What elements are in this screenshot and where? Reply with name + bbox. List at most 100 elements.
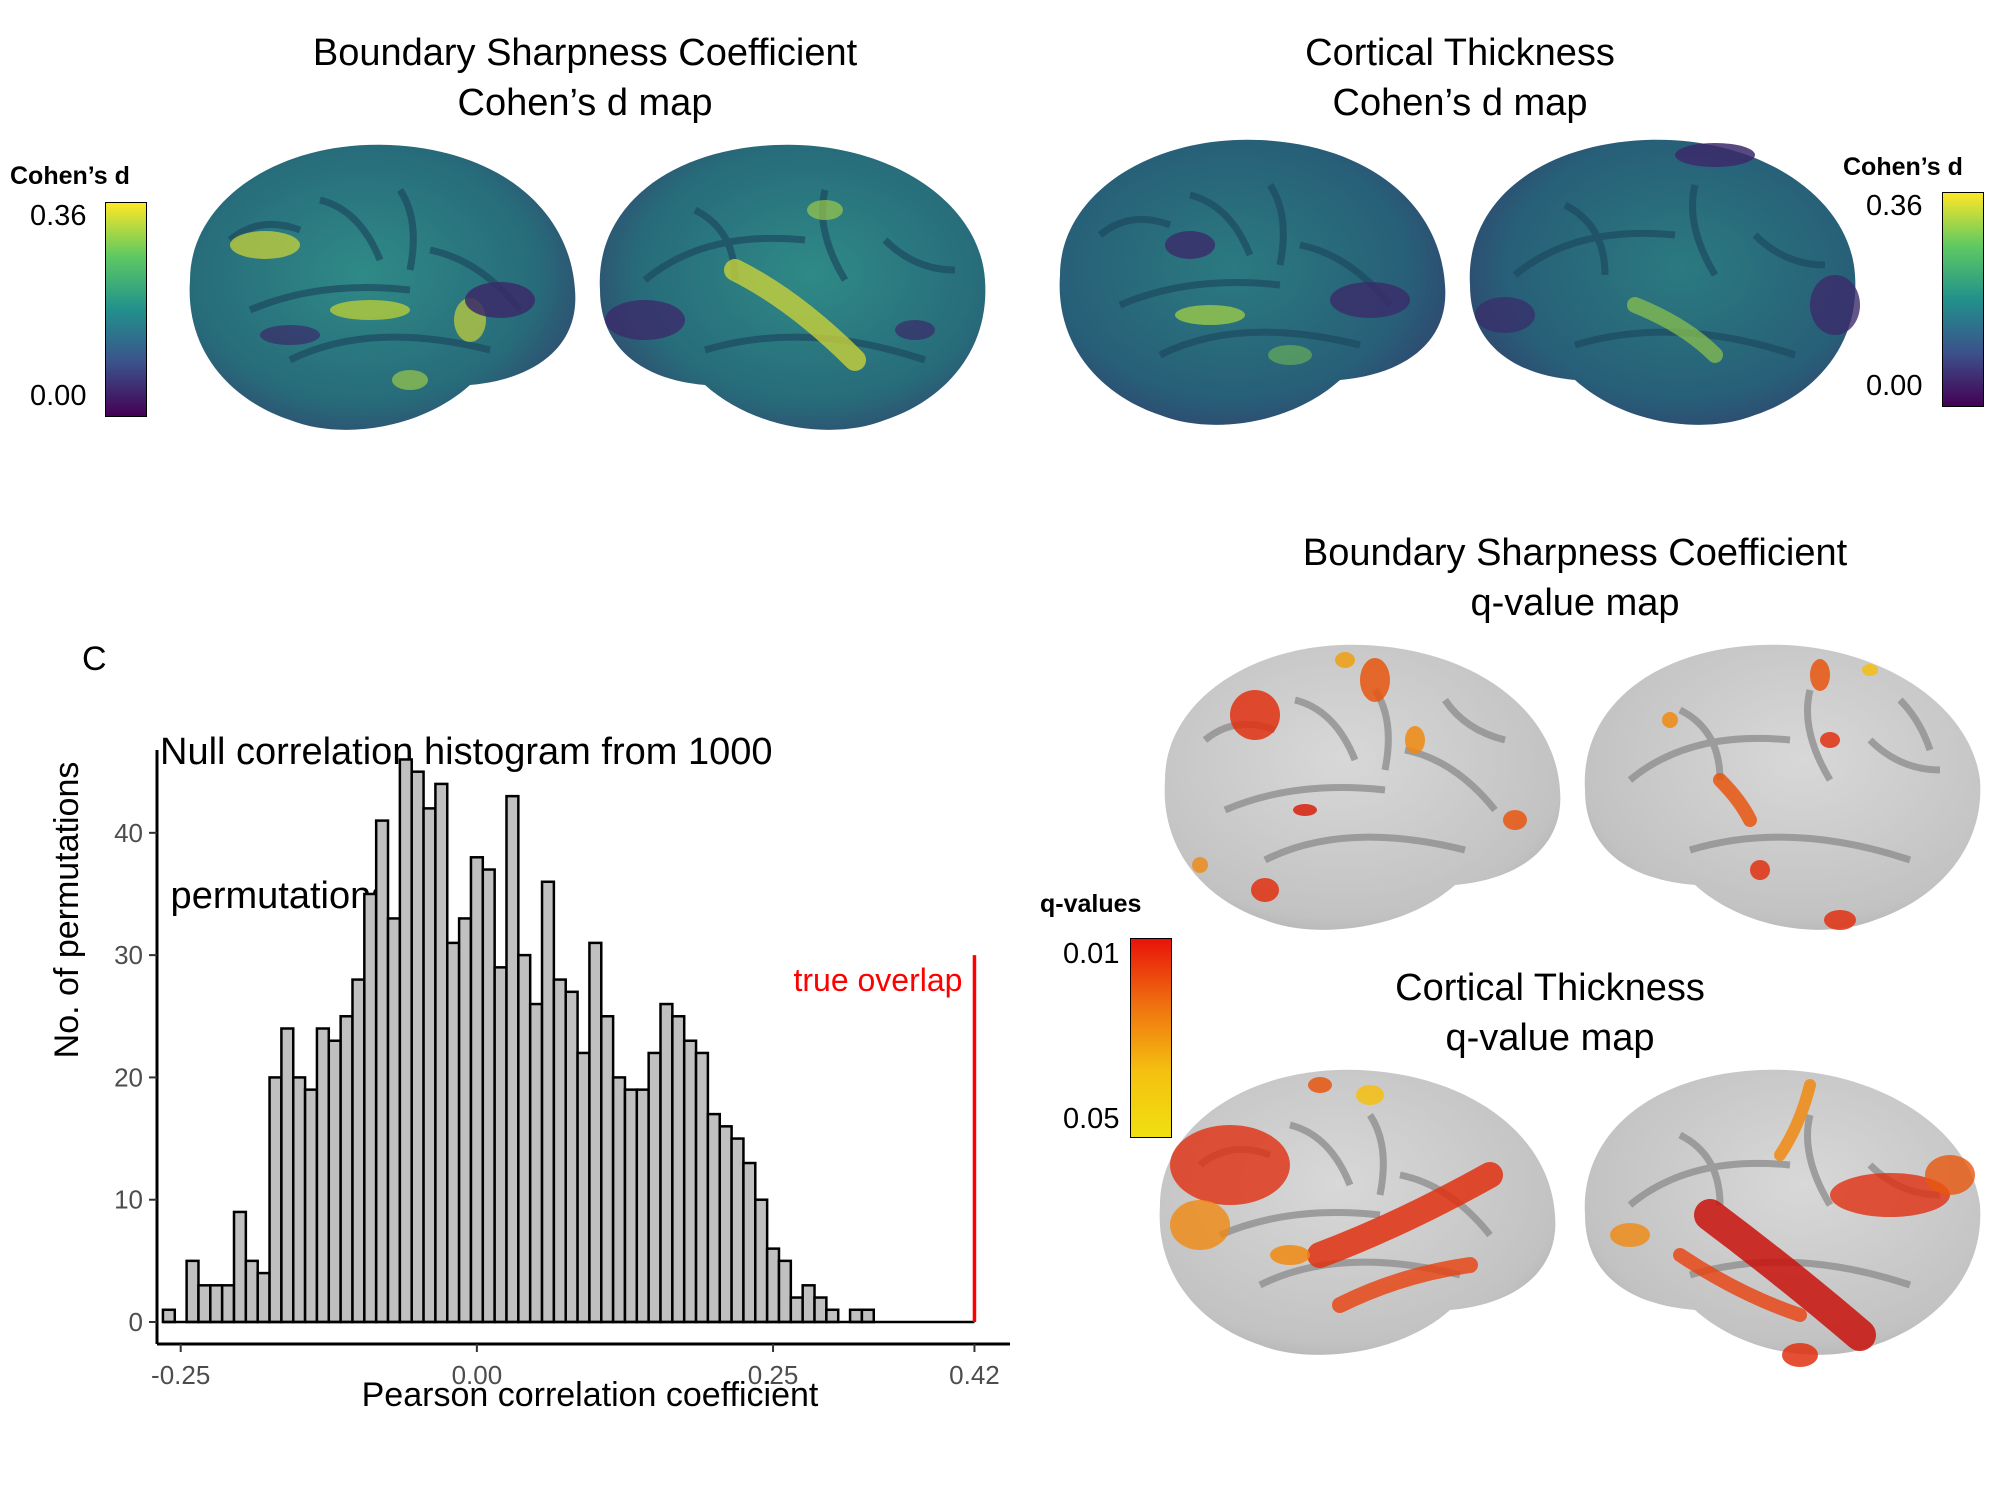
x-tick-label: 0.42 [949, 1360, 1000, 1390]
histogram-title-line1: Null correlation histogram from 1000 [160, 731, 773, 773]
ct-q-value-title-line1: Cortical Thickness [1395, 967, 1705, 1009]
histogram-bar [813, 1296, 828, 1324]
histogram-bar [588, 941, 603, 1324]
histogram-bar [801, 1284, 816, 1324]
x-tick-label: -0.25 [151, 1360, 210, 1390]
x-tick-label: 0.00 [452, 1360, 503, 1390]
x-axis-label: Pearson correlation coefficient [362, 1376, 819, 1414]
ct-cohens-d-title-line2: Cohen’s d map [1332, 82, 1588, 124]
histogram-bar [505, 794, 520, 1324]
histogram-bar [410, 770, 425, 1324]
histogram-bar [730, 1137, 745, 1324]
bsc-cohens-d-brain-lateral-right [599, 144, 986, 430]
histogram-bar [434, 782, 449, 1324]
histogram-bar [315, 1027, 331, 1324]
histogram-bar [517, 953, 532, 1324]
histogram-bar [422, 807, 437, 1324]
histogram-bar [398, 758, 413, 1324]
histogram-bar [161, 1308, 177, 1324]
histogram-bar [363, 892, 378, 1324]
histogram-bar [576, 1051, 591, 1324]
y-tick-label: 10 [114, 1185, 143, 1215]
bsc-cohens-d-brain-lateral-left [189, 144, 576, 430]
ct-cohens-d-brain-lateral-right [1469, 139, 1860, 425]
bsc-cohens-d-title-line1: Boundary Sharpness Coefficient [312, 32, 858, 74]
histogram-bar [268, 1076, 283, 1324]
bsc-q-value-title-line1: Boundary Sharpness Coefficient [1302, 532, 1848, 574]
histogram-bar [682, 1039, 698, 1324]
histogram-bar [659, 1002, 674, 1324]
cohens-d-colorbar-label-right: Cohen’s d [1843, 153, 1963, 181]
histogram-bar [185, 1259, 200, 1324]
cohens-d-colorbar-left-min: 0.00 [30, 380, 87, 412]
ct-q-value-title: Cortical Thickness q-value map [1200, 963, 1900, 1063]
cohens-d-colorbar-label-left: Cohen’s d [10, 162, 130, 190]
histogram-bar [635, 1088, 650, 1324]
histogram-bar [374, 819, 390, 1324]
histogram-bar [386, 917, 402, 1324]
histogram-bar [600, 1015, 615, 1324]
histogram-bar [244, 1259, 259, 1324]
histogram-bar [718, 1125, 733, 1324]
y-tick-label: 20 [114, 1062, 143, 1092]
bsc-q-value-brain-lateral-right [1584, 644, 1981, 930]
histogram-bar [754, 1198, 769, 1324]
histogram-bar [339, 1015, 354, 1324]
ct-q-value-title-line2: q-value map [1445, 1017, 1655, 1059]
cohens-d-colorbar-right-min: 0.00 [1866, 370, 1923, 402]
ct-cohens-d-title: Cortical Thickness Cohen’s d map [1110, 28, 1810, 128]
true-overlap-label: true overlap [793, 962, 962, 998]
q-values-colorbar-top: 0.01 [1063, 938, 1120, 970]
histogram-bar [789, 1296, 804, 1324]
histogram-bar [540, 880, 556, 1324]
histogram-bar [777, 1259, 793, 1324]
histogram-bar [256, 1271, 271, 1324]
histogram-bar [706, 1112, 721, 1324]
histogram-bar [351, 978, 366, 1324]
histogram-bar [209, 1284, 224, 1324]
y-tick-label: 30 [114, 940, 143, 970]
bsc-q-value-title: Boundary Sharpness Coefficient q-value m… [1230, 528, 1920, 628]
cohens-d-colorbar-right [1942, 192, 1984, 407]
histogram-bar [825, 1308, 840, 1324]
histogram-bar [528, 1002, 544, 1324]
histogram-bar [280, 1027, 295, 1324]
histogram-bar [671, 1015, 686, 1324]
panel-letter: C [82, 640, 107, 678]
histogram-bar [303, 1088, 319, 1324]
histogram-bar [197, 1284, 212, 1324]
histogram-bar [860, 1308, 876, 1324]
histogram-bar [611, 1076, 627, 1324]
histogram-bar [327, 1039, 342, 1324]
y-tick-label: 40 [114, 818, 143, 848]
bsc-q-value-brain-lateral-left [1164, 644, 1561, 930]
histogram-chart: No. of permutations -0.25 0.00 0.25 0.42 0 10… [48, 750, 1010, 1414]
bsc-cohens-d-title-line2: Cohen’s d map [457, 82, 713, 124]
histogram-bar [469, 856, 485, 1324]
ct-cohens-d-brain-lateral-left [1059, 139, 1446, 425]
histogram-title-line2: permutations [160, 875, 391, 917]
histogram-bar [564, 990, 579, 1324]
q-values-colorbar-bottom: 0.05 [1063, 1103, 1120, 1135]
histogram-bar [694, 1051, 710, 1324]
ct-cohens-d-title-line1: Cortical Thickness [1305, 32, 1615, 74]
cohens-d-colorbar-left-max: 0.36 [30, 200, 87, 232]
histogram-bar [493, 966, 508, 1324]
histogram-bar [647, 1051, 662, 1324]
histogram-bar [742, 1161, 757, 1324]
cohens-d-colorbar-right-max: 0.36 [1866, 190, 1923, 222]
bsc-cohens-d-title: Boundary Sharpness Coefficient Cohen’s d… [230, 28, 940, 128]
ct-q-value-brain-lateral-right [1584, 1069, 1981, 1367]
histogram-bar [446, 941, 461, 1324]
q-values-colorbar-label: q-values [1040, 890, 1142, 918]
y-tick-label: 0 [129, 1307, 143, 1337]
histogram-bar [765, 1247, 781, 1324]
cohens-d-colorbar-left [105, 202, 147, 417]
histogram-bar [220, 1284, 236, 1324]
histogram-bar [481, 868, 496, 1324]
histogram-title: Null correlation histogram from 1000 per… [160, 632, 773, 968]
ct-q-value-brain-lateral-left [1159, 1069, 1556, 1355]
q-values-colorbar [1130, 938, 1172, 1138]
histogram-bar [552, 978, 567, 1324]
bsc-q-value-title-line2: q-value map [1470, 582, 1680, 624]
